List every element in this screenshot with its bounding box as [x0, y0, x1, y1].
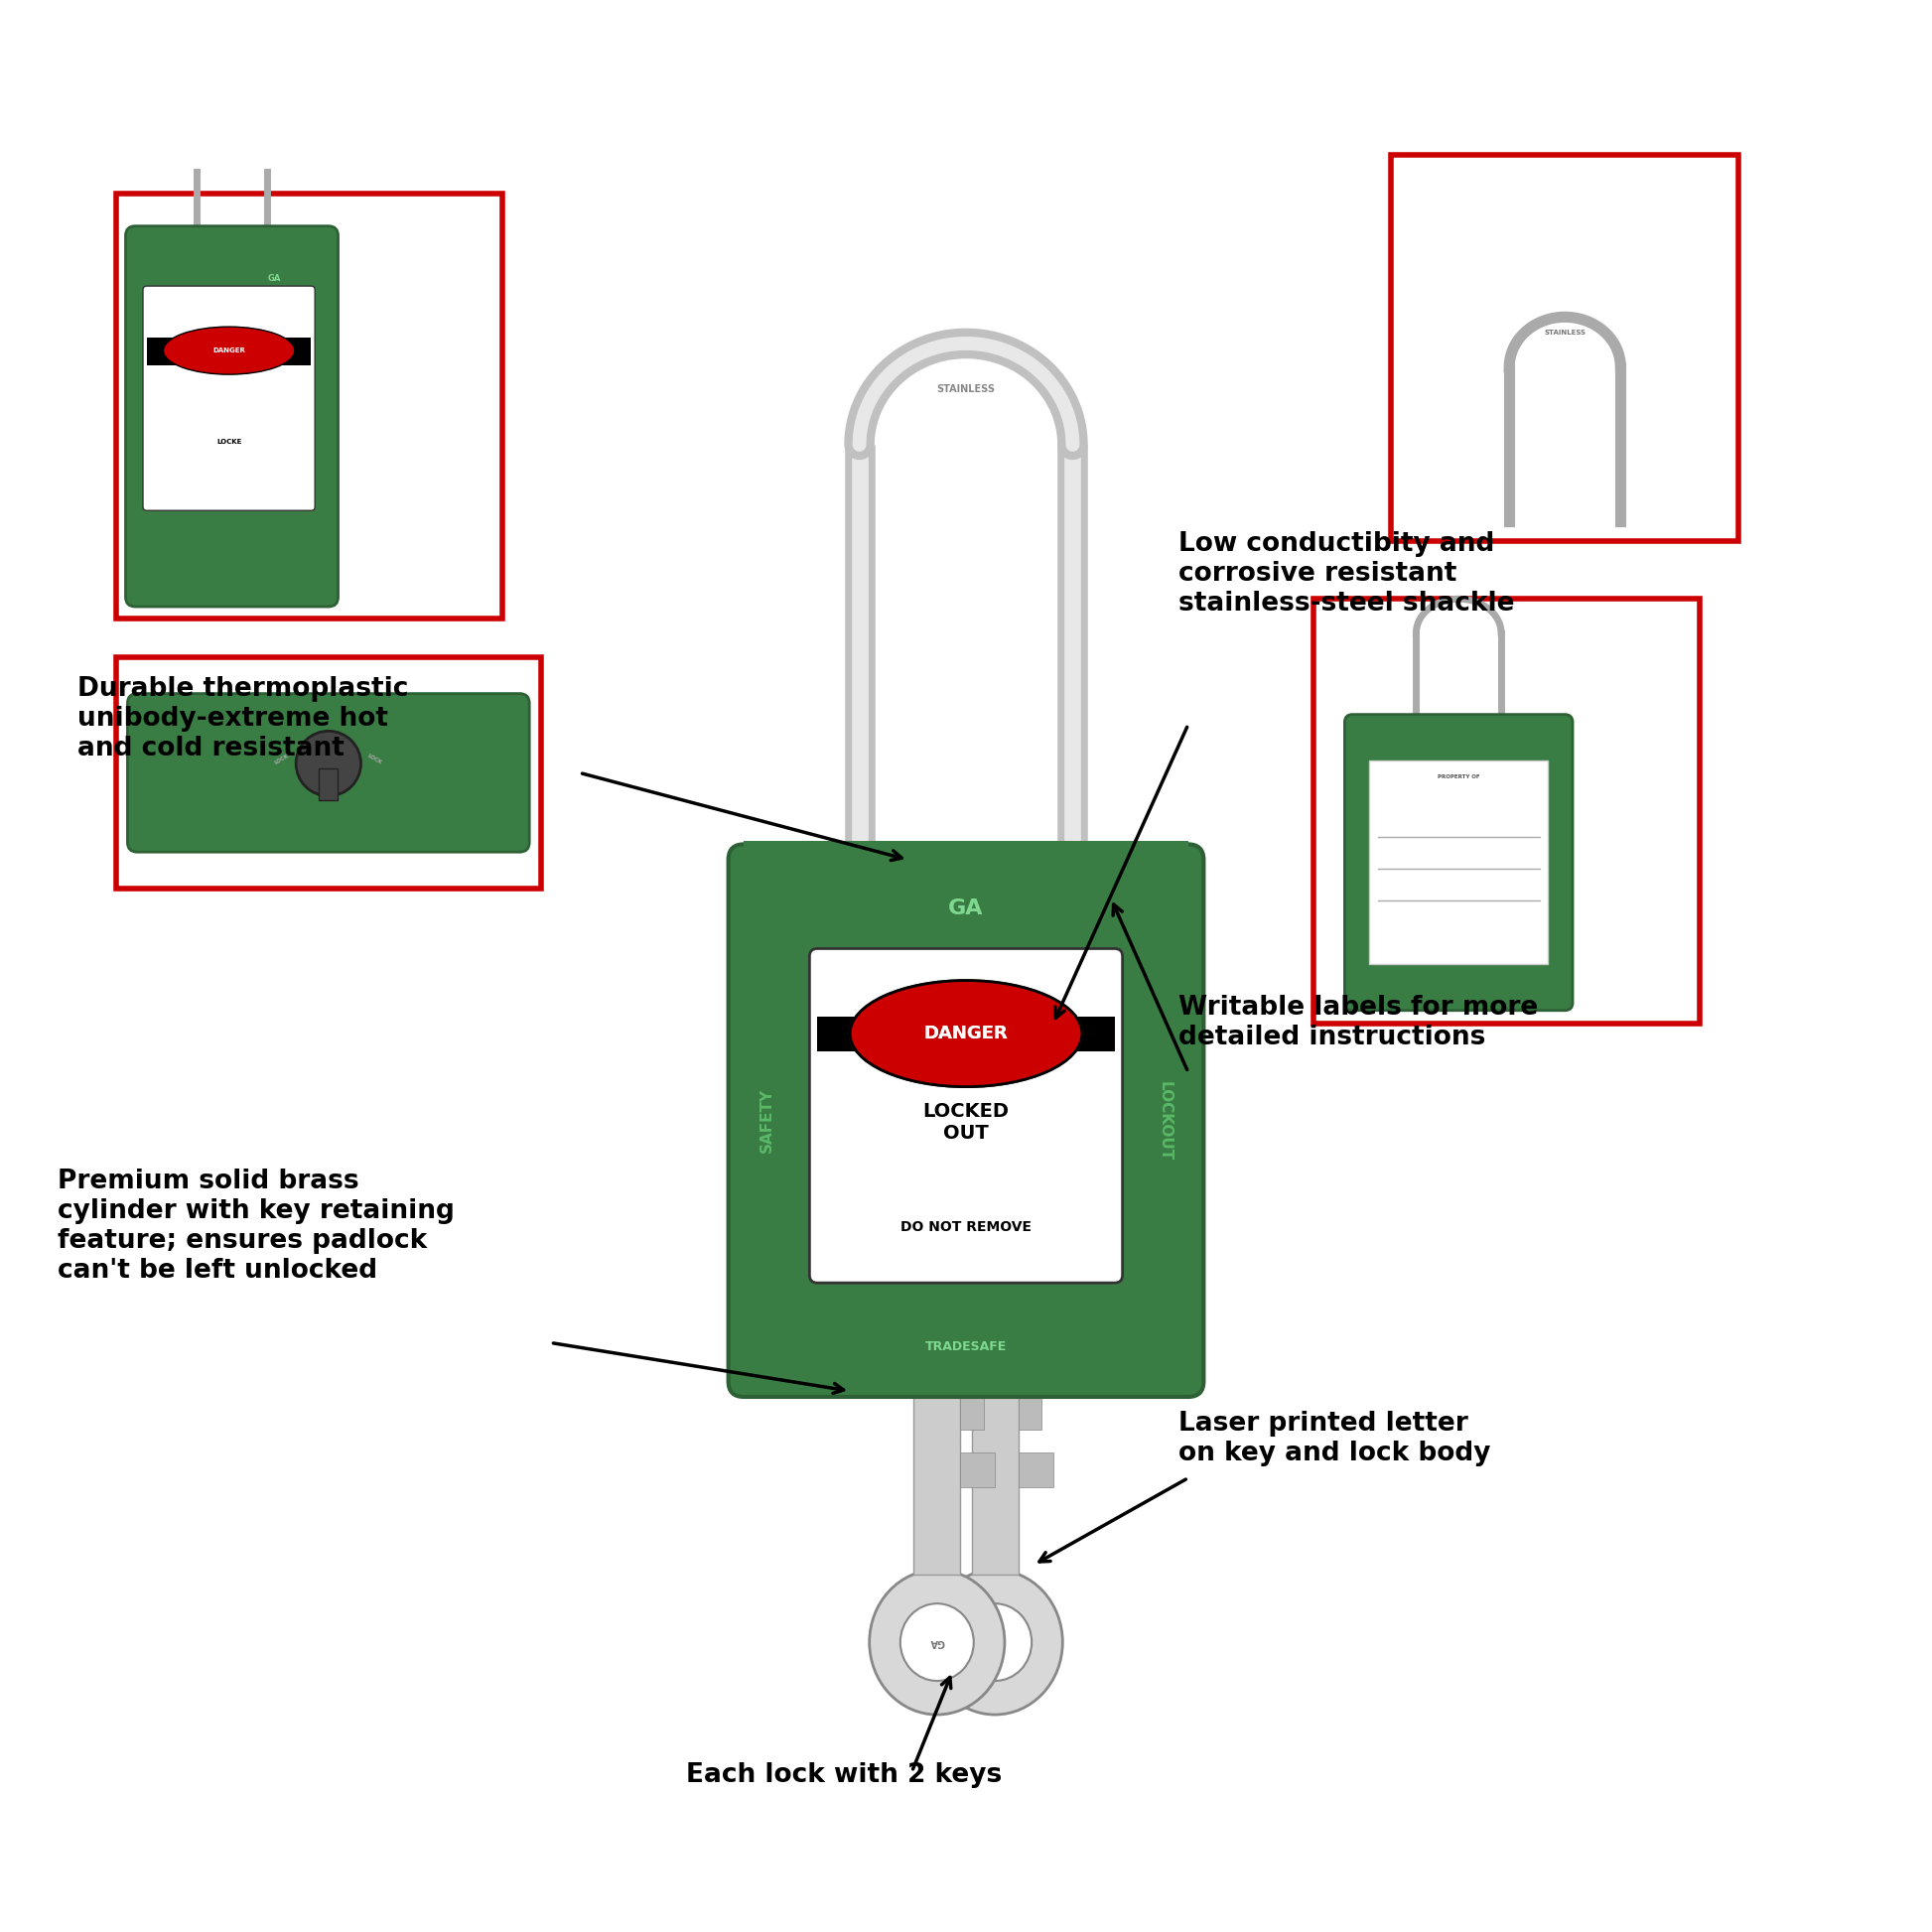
- Text: LOCK: LOCK: [367, 753, 383, 765]
- Ellipse shape: [869, 1569, 1005, 1716]
- Text: STAINLESS: STAINLESS: [937, 384, 995, 394]
- Ellipse shape: [164, 327, 296, 375]
- FancyBboxPatch shape: [1345, 715, 1573, 1010]
- Bar: [972, 1246, 1018, 1575]
- FancyBboxPatch shape: [810, 949, 1122, 1283]
- Text: GA: GA: [987, 1636, 1003, 1648]
- Bar: [1018, 1337, 1057, 1372]
- Bar: [319, 769, 338, 800]
- Text: Laser printed letter
on key and lock body: Laser printed letter on key and lock bod…: [1179, 1410, 1492, 1466]
- Bar: [147, 338, 311, 365]
- Text: DANGER: DANGER: [923, 1024, 1009, 1043]
- Bar: [1370, 761, 1548, 964]
- Bar: [1314, 599, 1700, 1024]
- FancyBboxPatch shape: [143, 286, 315, 510]
- Bar: [914, 1246, 960, 1575]
- Bar: [1018, 1453, 1053, 1488]
- Text: DANGER: DANGER: [923, 1024, 1009, 1043]
- Text: SAFETY: SAFETY: [759, 1088, 775, 1153]
- Bar: [1391, 155, 1739, 541]
- Text: TRADESAFE: TRADESAFE: [925, 1341, 1007, 1352]
- Text: STAINLESS: STAINLESS: [1544, 328, 1586, 336]
- Text: GA: GA: [929, 1636, 945, 1648]
- Bar: [1018, 1395, 1041, 1430]
- Bar: [960, 1453, 995, 1488]
- Bar: [744, 840, 1188, 889]
- Bar: [1018, 1279, 1047, 1314]
- Bar: [960, 1395, 983, 1430]
- FancyBboxPatch shape: [128, 694, 529, 852]
- Text: LOCKED
OUT: LOCKED OUT: [923, 1101, 1009, 1142]
- Text: Durable thermoplastic
unibody-extreme hot
and cold resistant: Durable thermoplastic unibody-extreme ho…: [77, 676, 408, 761]
- Bar: [116, 657, 541, 889]
- Bar: [960, 1279, 989, 1314]
- FancyBboxPatch shape: [126, 226, 338, 607]
- Ellipse shape: [927, 1569, 1063, 1716]
- Circle shape: [296, 730, 361, 796]
- Bar: [116, 193, 502, 618]
- Bar: [744, 846, 1188, 869]
- Text: Writable labels for more
detailed instructions: Writable labels for more detailed instru…: [1179, 995, 1538, 1051]
- Text: LOCK: LOCK: [274, 753, 290, 765]
- FancyBboxPatch shape: [966, 1221, 1024, 1281]
- Text: GA: GA: [949, 898, 983, 918]
- Text: LOCKE: LOCKE: [216, 439, 242, 444]
- Ellipse shape: [900, 1604, 974, 1681]
- Ellipse shape: [850, 980, 1082, 1086]
- Text: DANGER: DANGER: [213, 348, 245, 354]
- Ellipse shape: [850, 980, 1082, 1086]
- Text: DO NOT REMOVE: DO NOT REMOVE: [900, 1219, 1032, 1235]
- Bar: [817, 1016, 1115, 1051]
- Ellipse shape: [958, 1604, 1032, 1681]
- FancyBboxPatch shape: [908, 1221, 966, 1281]
- Text: Low conductibity and
corrosive resistant
stainless-steel shackle: Low conductibity and corrosive resistant…: [1179, 531, 1515, 616]
- Text: Premium solid brass
cylinder with key retaining
feature; ensures padlock
can't b: Premium solid brass cylinder with key re…: [58, 1169, 454, 1285]
- Bar: [960, 1337, 999, 1372]
- Text: Each lock with 2 keys: Each lock with 2 keys: [686, 1762, 1003, 1787]
- Text: GA: GA: [269, 274, 280, 284]
- Text: PROPERTY OF: PROPERTY OF: [1437, 775, 1480, 779]
- FancyBboxPatch shape: [728, 844, 1204, 1397]
- Text: LOCKOUT: LOCKOUT: [1157, 1080, 1173, 1161]
